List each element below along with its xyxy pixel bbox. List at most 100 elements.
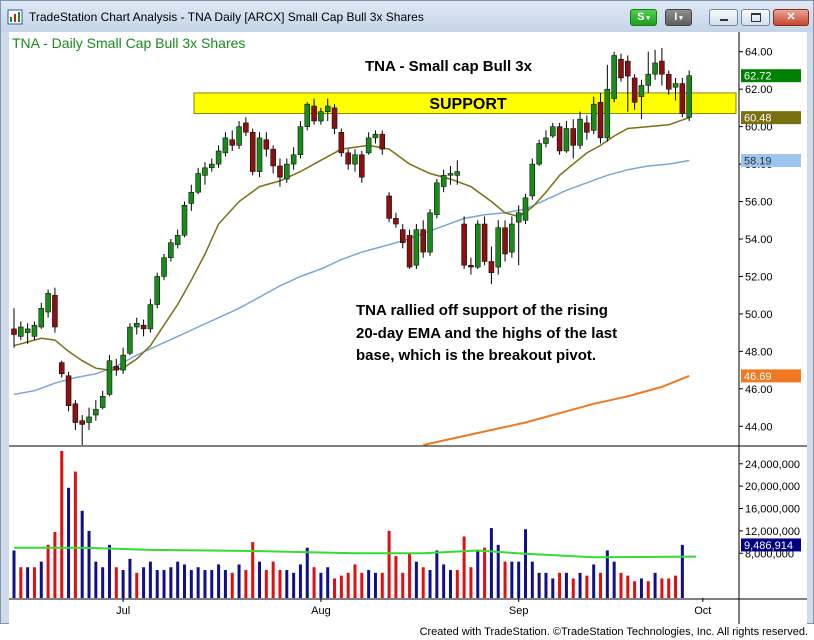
chevron-down-icon: ▾ [644,15,650,22]
volume-tick-label: 16,000,000 [745,504,800,516]
candle-body [134,323,140,328]
volume-bar [94,561,98,598]
volume-bar [660,578,664,598]
volume-bar [674,575,678,598]
app-window: TradeStation Chart Analysis - TNA Daily … [0,0,814,625]
volume-bar [189,570,193,598]
candle [215,145,222,168]
volume-bar [142,567,146,598]
candle-body [420,229,426,253]
candle [379,130,386,155]
candle-body [263,139,270,150]
candle [147,298,154,333]
candle [174,229,181,249]
candle-body [31,324,38,337]
volume-series [12,450,684,598]
volume-bar [39,561,43,598]
candle-body [475,223,481,268]
time-tick-label: Jul [116,605,130,617]
last-price-badge: 62.72 [741,69,801,83]
candle-body [631,77,638,103]
candle-body [209,163,215,169]
candle [52,287,58,333]
candle [365,132,372,155]
volume-bar [237,564,241,598]
volume-bar [524,529,527,598]
candle-body [672,83,679,88]
candle-body [509,223,515,253]
candle-body [645,73,652,86]
candle-body [522,197,529,221]
volume-bar [496,544,500,598]
volume-bar [619,572,623,598]
volume-bar [101,567,105,598]
candle [304,102,311,131]
volume-tick-label: 20,000,000 [745,481,800,493]
candle-body [188,191,195,204]
candle-body [406,235,413,268]
candle-body [379,133,386,150]
candle [393,212,399,228]
indicator-i-button[interactable]: I ▾ [665,9,692,26]
candlestick-series [11,47,692,445]
volume-bar [183,564,186,598]
minimize-button[interactable] [709,9,738,26]
time-tick-label: Aug [311,605,331,617]
candle-body [249,132,256,172]
candle-body [345,152,351,165]
volume-bar [380,572,384,598]
volume-badge: 9,486,914 [741,538,801,552]
candle [590,96,597,135]
volume-bar [558,572,562,598]
candle-body [58,362,65,375]
maximize-icon [750,13,761,22]
candle-body [618,58,624,79]
candle [79,415,85,445]
volume-bar [360,572,364,598]
price-tick-label: 64.00 [745,47,773,59]
candle [134,317,140,335]
candle-body [86,416,92,423]
volume-bar [612,561,616,598]
candle [195,167,201,195]
candle [570,119,576,159]
volume-bar [455,570,459,598]
minimize-icon [719,19,728,21]
volume-bar [60,450,64,598]
volume-bar [258,561,262,598]
candle [140,319,147,337]
price-tick-label: 60.00 [745,122,773,134]
candle [502,220,508,262]
candle-body [440,175,447,187]
volume-bar [387,530,391,598]
title-bar[interactable]: TradeStation Chart Analysis - TNA Daily … [1,1,813,32]
candle [563,121,570,153]
maximize-button[interactable] [741,9,770,26]
candle [86,407,92,431]
candle [18,321,24,341]
price-chart[interactable]: SUPPORT 64.0062.0060.0058.0056.0054.0052… [9,32,807,625]
candle [420,220,426,258]
ma50-value: 58.19 [744,156,772,168]
volume-bar [585,575,589,598]
volume-bar [128,558,132,598]
candle [536,139,542,166]
candle [625,55,631,112]
volume-bar [667,578,671,598]
candle-body [93,409,99,416]
candle-body [454,171,461,176]
volume-bar [46,544,50,598]
candle [270,145,276,174]
chart-area[interactable]: SUPPORT 64.0062.0060.0058.0056.0054.0052… [9,32,807,625]
candle [331,104,338,135]
candle-body [215,150,222,165]
volume-bar [271,561,275,598]
candle [495,220,501,275]
candle [659,47,665,86]
close-button[interactable]: ✕ [773,9,809,26]
candle-body [52,294,58,328]
volume-bar [135,572,139,598]
strategy-s-button[interactable]: S ▾ [630,9,657,26]
volume-bar [462,536,466,598]
candle-body [174,235,181,245]
